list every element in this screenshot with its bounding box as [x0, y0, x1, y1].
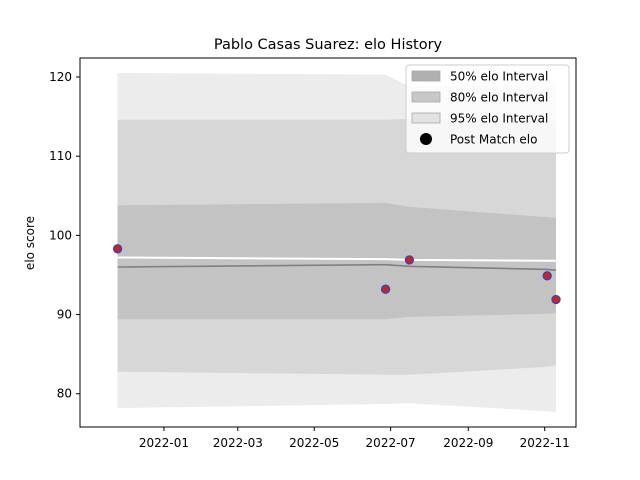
y-tick-label: 120	[49, 70, 72, 84]
y-axis-title: elo score	[23, 216, 37, 270]
post-match-elo-point	[380, 284, 391, 294]
band-80-overlay	[117, 119, 556, 375]
post-match-elo-point	[551, 294, 561, 305]
x-tick-label: 2022-07	[366, 436, 416, 450]
y-tick-label: 90	[57, 308, 72, 322]
y-tick-label: 110	[49, 149, 72, 163]
legend-label: 95% elo Interval	[450, 112, 548, 126]
legend-swatch-50	[411, 70, 441, 82]
x-tick-label: 2022-05	[289, 436, 339, 450]
post-match-elo-point	[542, 271, 552, 281]
legend-swatch-80	[411, 91, 441, 103]
band-50-overlay	[117, 202, 556, 320]
post-match-elo-point	[404, 255, 415, 265]
y-axis: 80 90 100 110 120	[49, 70, 80, 401]
legend-swatch-95	[411, 112, 441, 124]
legend-label: 50% elo Interval	[450, 70, 548, 84]
legend-label: Post Match elo	[450, 133, 537, 147]
x-tick-label: 2022-11	[520, 436, 570, 450]
y-tick-label: 100	[49, 228, 72, 242]
x-tick-label: 2022-03	[213, 436, 263, 450]
legend-marker-post-match	[420, 133, 432, 145]
x-tick-label: 2022-09	[443, 436, 493, 450]
band-95-overlay	[117, 73, 556, 412]
plot-area	[112, 73, 561, 412]
x-tick-label: 2022-01	[139, 436, 189, 450]
chart-title: Pablo Casas Suarez: elo History	[214, 37, 443, 53]
legend-box	[405, 64, 570, 154]
post-match-elo-point	[112, 244, 123, 254]
legend: 50% elo Interval 80% elo Interval 95% elo …	[405, 64, 570, 154]
x-axis: 2022-01 2022-03 2022-05 2022-07 2022-09 2022-…	[139, 427, 570, 450]
band-95-interval	[117, 73, 556, 412]
axes-frame	[79, 57, 577, 428]
median-elo-line	[117, 263, 557, 271]
y-tick-label: 80	[57, 387, 72, 401]
legend-label: 80% elo Interval	[450, 91, 548, 105]
band-80-interval	[117, 119, 556, 375]
band-50-interval	[117, 202, 556, 320]
